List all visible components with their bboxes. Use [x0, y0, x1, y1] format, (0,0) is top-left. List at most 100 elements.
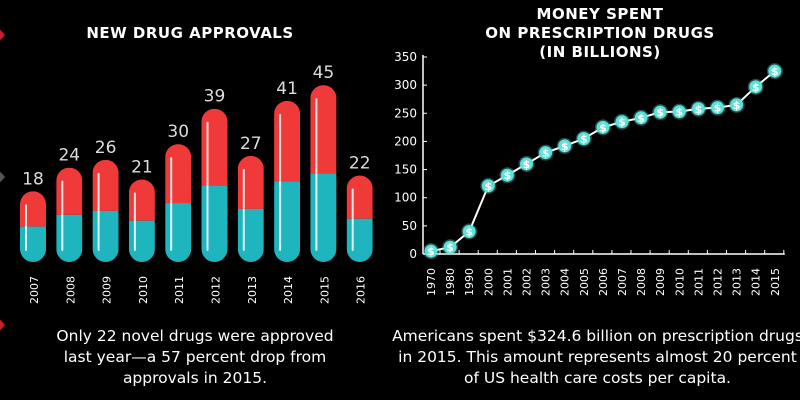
x-tick-label: 2000 — [482, 268, 495, 296]
x-tick-label: 2009 — [654, 268, 667, 296]
y-tick-label: 200 — [394, 134, 417, 148]
bar-category-label: 2016 — [355, 276, 368, 304]
x-tick-label: 2003 — [540, 268, 553, 296]
data-point — [462, 224, 476, 238]
line-chart-caption: Americans spent $324.6 billion on prescr… — [392, 327, 800, 387]
bar-category-label: 2011 — [173, 276, 186, 304]
data-point — [691, 102, 705, 116]
bar-value-label: 27 — [240, 134, 262, 154]
bar-category-label: 2013 — [246, 276, 259, 304]
series-line — [430, 70, 776, 253]
y-tick-label: 150 — [394, 163, 417, 177]
capsule-bottom-half — [128, 220, 155, 262]
y-tick-label: 100 — [394, 191, 417, 205]
decorative-hexagon — [0, 166, 5, 188]
data-point — [634, 111, 648, 125]
data-point — [711, 101, 724, 115]
line-chart-title-line: ON PRESCRIPTION DRUGS — [485, 24, 715, 42]
dollar-sign-icon: $ — [752, 81, 760, 94]
data-point — [615, 115, 629, 129]
bar-value-label: 41 — [276, 79, 298, 99]
capsule-top-half — [20, 191, 46, 227]
dollar-sign-icon: $ — [637, 112, 645, 125]
data-point — [424, 244, 438, 258]
dollar-sign-icon: $ — [504, 169, 512, 182]
capsule-top-half — [310, 85, 337, 174]
data-point — [768, 64, 782, 78]
dollar-sign-icon: $ — [618, 116, 626, 129]
bar-category-label: 2009 — [101, 276, 114, 304]
data-point — [520, 157, 533, 171]
dollar-sign-icon: $ — [446, 241, 454, 254]
dollar-sign-icon: $ — [714, 102, 722, 115]
x-tick-label: 2013 — [731, 268, 744, 296]
capsule-bottom-half — [201, 185, 228, 262]
x-tick-label: 2004 — [559, 268, 572, 296]
capsule-bottom-half — [237, 208, 264, 262]
capsule-top-half — [56, 167, 83, 215]
decorative-hexagon — [0, 314, 5, 336]
data-point — [653, 105, 667, 119]
data-point — [539, 146, 553, 160]
capsule-bottom-half — [165, 203, 192, 262]
data-point — [577, 132, 591, 146]
bar-category-label: 2007 — [28, 276, 41, 304]
dollar-sign-icon: $ — [599, 121, 607, 134]
bar-category-label: 2012 — [210, 276, 223, 304]
line-chart-title-line: (IN BILLIONS) — [539, 43, 661, 61]
bar-value-label: 30 — [167, 122, 189, 142]
y-tick-label: 300 — [394, 78, 417, 92]
bar-value-label: 45 — [313, 63, 335, 83]
bar-value-label: 26 — [95, 138, 117, 158]
bar-value-label: 39 — [204, 87, 226, 107]
x-tick-label: 2011 — [692, 268, 705, 296]
capsule-bottom-half — [310, 173, 337, 262]
capsule-bottom-half — [92, 210, 119, 262]
bar-value-label: 22 — [349, 154, 371, 174]
bar-chart-title: NEW DRUG APPROVALS — [86, 24, 294, 42]
capsule-bottom-half — [20, 226, 46, 262]
capsule-bottom-half — [346, 218, 373, 262]
x-tick-label: 2002 — [521, 268, 534, 296]
capsule-top-half — [346, 175, 373, 219]
data-point — [481, 179, 495, 193]
data-point — [749, 80, 763, 94]
y-tick-label: 50 — [402, 219, 417, 233]
dollar-sign-icon: $ — [561, 140, 569, 153]
dollar-sign-icon: $ — [427, 245, 435, 258]
bar-category-label: 2010 — [137, 276, 150, 304]
dollar-sign-icon: $ — [695, 103, 703, 116]
bar-value-label: 18 — [22, 169, 44, 189]
x-tick-label: 2012 — [712, 268, 725, 296]
x-tick-label: 2010 — [673, 268, 686, 296]
dollar-sign-icon: $ — [771, 65, 779, 78]
x-tick-label: 1990 — [463, 268, 476, 296]
dollar-sign-icon: $ — [733, 99, 741, 112]
x-tick-label: 2014 — [750, 268, 763, 296]
dollar-sign-icon: $ — [542, 147, 550, 160]
x-tick-label: 2005 — [578, 268, 591, 296]
dollar-sign-icon: $ — [465, 225, 473, 238]
bar-category-label: 2015 — [318, 276, 331, 304]
capsule-top-half — [92, 159, 119, 211]
data-point — [672, 105, 686, 119]
bar-value-label: 21 — [131, 157, 153, 177]
bar-value-label: 24 — [58, 146, 80, 166]
x-tick-label: 2006 — [597, 268, 610, 296]
x-tick-label: 1970 — [425, 268, 438, 296]
x-tick-label: 2007 — [616, 268, 629, 296]
line-chart-title-line: MONEY SPENT — [536, 5, 664, 23]
line-chart-title: MONEY SPENT ON PRESCRIPTION DRUGS (IN BI… — [420, 5, 780, 62]
dollar-sign-icon: $ — [580, 133, 588, 146]
data-point — [443, 240, 457, 254]
data-point — [596, 120, 610, 134]
decorative-hexagon — [0, 24, 5, 46]
x-tick-label: 1980 — [444, 268, 457, 296]
bar-category-label: 2008 — [64, 276, 77, 304]
dollar-sign-icon: $ — [675, 106, 683, 119]
data-point — [558, 139, 572, 153]
y-tick-label: 350 — [394, 50, 417, 64]
dollar-sign-icon: $ — [656, 106, 664, 119]
dollar-sign-icon: $ — [523, 158, 531, 171]
